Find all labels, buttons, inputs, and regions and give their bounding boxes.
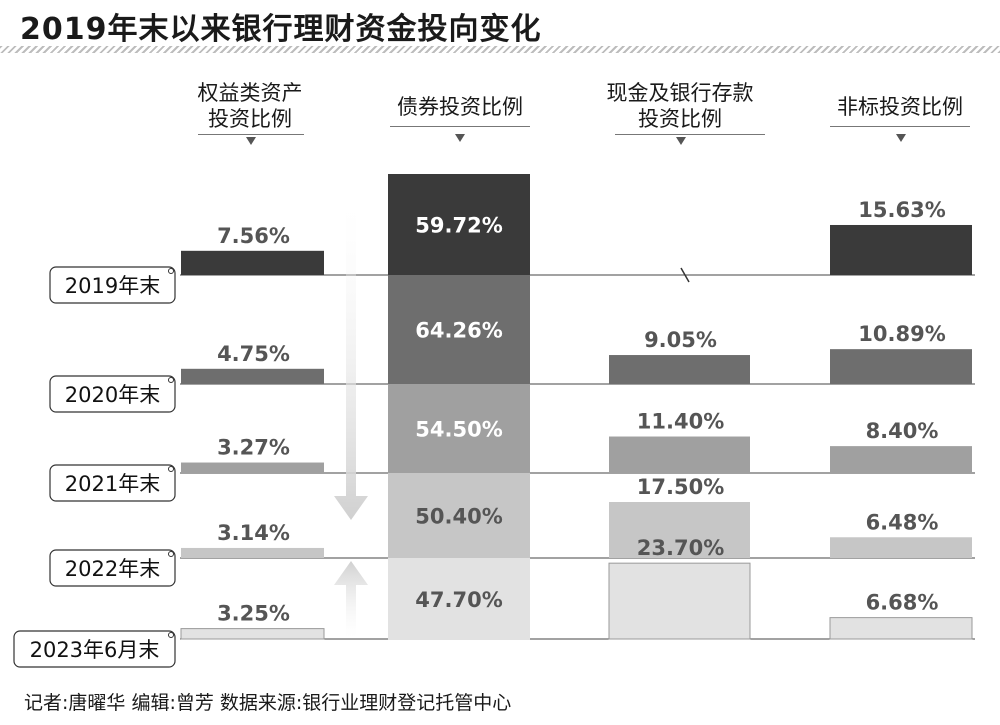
year-tag-pin-icon-5 bbox=[168, 632, 174, 638]
header-equity-line1: 权益类资产 bbox=[197, 81, 303, 105]
year-tag-box-2 bbox=[49, 375, 176, 413]
header-nonstandard-arrow-icon bbox=[896, 134, 906, 142]
bar-4-4 bbox=[830, 537, 972, 558]
bond-bar-4 bbox=[388, 473, 530, 558]
data-label-1-2: 4.75% bbox=[217, 342, 290, 366]
header-equity-line2: 投资比例 bbox=[208, 107, 292, 131]
bar-4-1 bbox=[830, 224, 972, 275]
bar-3-4 bbox=[609, 502, 750, 558]
data-label-3-4: 17.50% bbox=[637, 475, 724, 499]
year-tag-box-4 bbox=[49, 549, 176, 587]
year-tag-pin-icon-3 bbox=[168, 466, 174, 472]
trend-up-arrow-icon bbox=[334, 561, 368, 638]
bar-3-5 bbox=[608, 562, 751, 640]
bond-bar-2 bbox=[388, 275, 530, 384]
data-label-4-2: 10.89% bbox=[858, 322, 945, 346]
bar-1-1 bbox=[181, 250, 324, 275]
header-cash-arrow-icon bbox=[676, 137, 686, 145]
footer-credits: 记者:唐曜华 编辑:曾芳 数据来源:银行业理财登记托管中心 bbox=[24, 692, 512, 714]
trend-down-arrow-icon bbox=[334, 205, 368, 520]
no-data-mark-1 bbox=[680, 267, 690, 283]
bond-bar-3 bbox=[388, 384, 530, 473]
data-label-3-5: 23.70% bbox=[637, 536, 724, 560]
bond-label-5: 47.70% bbox=[415, 588, 502, 612]
bar-3-3 bbox=[609, 436, 750, 473]
header-cash-line1: 现金及银行存款 bbox=[606, 81, 754, 105]
bar-4-2 bbox=[830, 349, 972, 384]
bond-label-1: 59.72% bbox=[415, 214, 502, 238]
header-equity: 权益类资产 投资比例 bbox=[175, 80, 325, 132]
header-equity-arrow-icon bbox=[246, 137, 256, 145]
data-label-4-4: 6.48% bbox=[866, 510, 939, 534]
data-label-1-5: 3.25% bbox=[217, 602, 290, 626]
header-equity-rule bbox=[198, 134, 304, 135]
year-tag-label-1: 2019年末 bbox=[65, 274, 160, 298]
title-underline bbox=[0, 46, 1000, 53]
bar-1-2 bbox=[181, 368, 324, 384]
header-cash-rule bbox=[615, 134, 765, 135]
bond-label-3: 54.50% bbox=[415, 418, 502, 442]
data-label-4-3: 8.40% bbox=[866, 419, 939, 443]
year-tag-label-5: 2023年6月末 bbox=[30, 638, 160, 662]
year-tag-box-5 bbox=[13, 630, 176, 668]
year-tag-pin-icon-4 bbox=[168, 551, 174, 557]
header-nonstandard: 非标投资比例 bbox=[815, 94, 985, 120]
year-tag-pin-icon-2 bbox=[168, 377, 174, 383]
bond-bar-1 bbox=[388, 174, 530, 275]
header-nonstandard-line1: 非标投资比例 bbox=[837, 95, 963, 119]
data-label-1-4: 3.14% bbox=[217, 521, 290, 545]
year-tag-box-1 bbox=[49, 266, 176, 304]
header-cash: 现金及银行存款 投资比例 bbox=[585, 80, 775, 132]
bar-1-3 bbox=[181, 462, 324, 473]
header-bond-line1: 债券投资比例 bbox=[397, 95, 523, 119]
header-bond: 债券投资比例 bbox=[375, 94, 545, 120]
header-bond-arrow-icon bbox=[455, 134, 465, 142]
header-bond-rule bbox=[390, 126, 530, 127]
bond-bar-5 bbox=[388, 558, 530, 640]
data-label-4-1: 15.63% bbox=[858, 198, 945, 222]
year-tag-label-3: 2021年末 bbox=[65, 472, 160, 496]
year-tag-pin-icon-1 bbox=[168, 268, 174, 274]
data-label-4-5: 6.68% bbox=[866, 591, 939, 615]
year-tag-label-2: 2020年末 bbox=[65, 383, 160, 407]
year-tag-label-4: 2022年末 bbox=[65, 557, 160, 581]
bond-label-4: 50.40% bbox=[415, 505, 502, 529]
header-nonstandard-rule bbox=[830, 126, 970, 127]
data-label-1-3: 3.27% bbox=[217, 436, 290, 460]
bar-3-2 bbox=[609, 355, 750, 384]
header-cash-line2: 投资比例 bbox=[638, 107, 722, 131]
chart-title: 2019年末以来银行理财资金投向变化 bbox=[20, 12, 542, 47]
data-label-3-3: 11.40% bbox=[637, 410, 724, 434]
data-label-3-2: 9.05% bbox=[644, 328, 717, 352]
bar-4-5 bbox=[829, 617, 973, 640]
year-tag-box-3 bbox=[49, 464, 176, 502]
bar-1-4 bbox=[181, 547, 324, 558]
bar-4-3 bbox=[830, 446, 972, 473]
bond-label-2: 64.26% bbox=[415, 319, 502, 343]
data-label-1-1: 7.56% bbox=[217, 224, 290, 248]
bar-1-5 bbox=[180, 628, 325, 640]
